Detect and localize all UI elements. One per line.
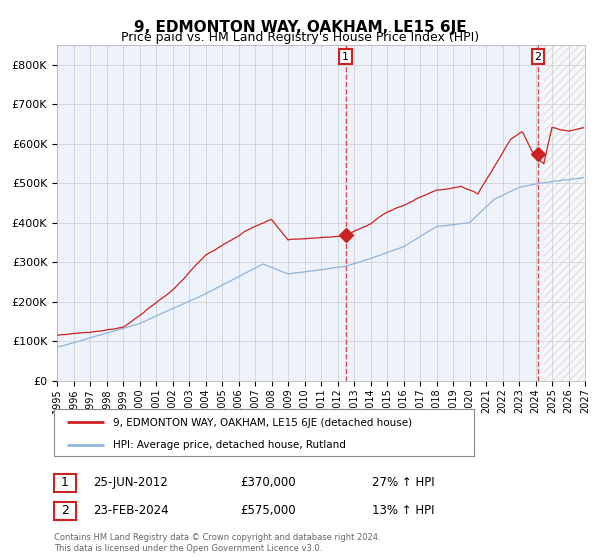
- Text: £575,000: £575,000: [240, 504, 296, 517]
- Text: Price paid vs. HM Land Registry's House Price Index (HPI): Price paid vs. HM Land Registry's House …: [121, 31, 479, 44]
- Text: 1: 1: [342, 52, 349, 62]
- Text: £370,000: £370,000: [240, 476, 296, 489]
- Text: 2: 2: [535, 52, 542, 62]
- Text: 13% ↑ HPI: 13% ↑ HPI: [372, 504, 434, 517]
- Text: 25-JUN-2012: 25-JUN-2012: [93, 476, 168, 489]
- Text: 27% ↑ HPI: 27% ↑ HPI: [372, 476, 434, 489]
- Text: 2: 2: [61, 504, 69, 517]
- Text: Contains HM Land Registry data © Crown copyright and database right 2024.
This d: Contains HM Land Registry data © Crown c…: [54, 533, 380, 553]
- Bar: [544, 45, 585, 381]
- Text: 9, EDMONTON WAY, OAKHAM, LE15 6JE (detached house): 9, EDMONTON WAY, OAKHAM, LE15 6JE (detac…: [113, 418, 412, 428]
- Text: HPI: Average price, detached house, Rutland: HPI: Average price, detached house, Rutl…: [113, 441, 346, 450]
- Text: 1: 1: [61, 476, 69, 489]
- Text: 23-FEB-2024: 23-FEB-2024: [93, 504, 169, 517]
- Text: 9, EDMONTON WAY, OAKHAM, LE15 6JE: 9, EDMONTON WAY, OAKHAM, LE15 6JE: [134, 20, 466, 35]
- Bar: [544, 45, 585, 381]
